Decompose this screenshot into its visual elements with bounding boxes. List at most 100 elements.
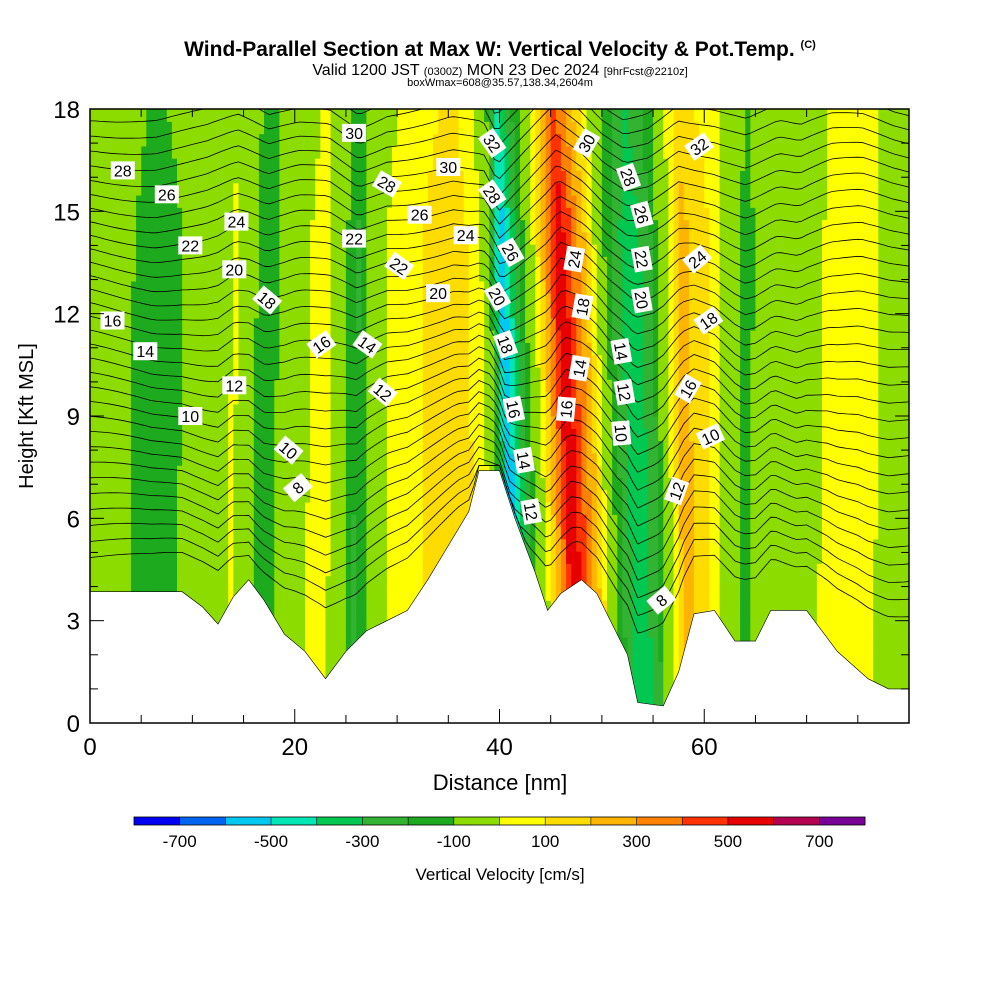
w-cell: [299, 366, 306, 380]
w-cell: [392, 477, 398, 491]
w-cell: [315, 501, 321, 515]
w-cell: [458, 366, 465, 380]
w-cell: [586, 501, 593, 515]
w-cell: [141, 268, 147, 282]
w-cell: [207, 514, 214, 528]
w-cell: [269, 587, 275, 601]
w-cell: [136, 256, 142, 270]
w-cell: [212, 514, 219, 528]
w-cell: [545, 440, 552, 454]
w-cell: [412, 416, 419, 429]
w-cell: [217, 416, 224, 429]
w-cell: [90, 526, 96, 540]
w-cell: [320, 514, 327, 528]
w-cell: [223, 428, 229, 442]
w-cell: [258, 575, 265, 589]
w-cell: [345, 538, 352, 552]
w-cell: [566, 428, 572, 442]
w-cell: [376, 526, 383, 540]
w-cell: [345, 489, 352, 503]
w-cell: [340, 624, 347, 638]
w-cell: [310, 551, 316, 564]
w-cell: [392, 244, 398, 257]
w-cell: [289, 158, 296, 171]
w-cell: [479, 194, 485, 208]
w-cell: [146, 563, 153, 577]
w-cell: [417, 158, 424, 171]
w-cell: [228, 170, 234, 184]
w-cell: [335, 293, 342, 307]
w-cell: [340, 305, 347, 319]
w-cell: [407, 551, 414, 564]
w-cell: [187, 109, 193, 110]
w-cell: [223, 158, 229, 171]
w-cell: [535, 526, 542, 540]
w-cell: [171, 391, 178, 405]
w-cell: [397, 477, 403, 491]
w-cell: [228, 526, 234, 540]
w-cell: [371, 194, 378, 208]
w-cell: [299, 317, 306, 331]
w-cell: [320, 501, 327, 515]
w-cell: [340, 538, 347, 552]
w-cell: [325, 379, 332, 393]
w-cell: [412, 563, 419, 577]
w-cell: [233, 133, 240, 147]
w-cell: [392, 526, 398, 540]
w-cell: [136, 465, 142, 478]
w-cell: [535, 465, 542, 478]
w-cell: [161, 121, 168, 135]
w-cell: [550, 109, 557, 122]
w-cell: [136, 317, 142, 331]
w-cell: [438, 268, 444, 282]
w-cell: [279, 416, 286, 429]
w-cell: [192, 256, 199, 270]
w-cell: [161, 256, 168, 270]
w-cell: [207, 452, 214, 466]
w-cell: [586, 538, 593, 552]
w-cell: [479, 354, 485, 368]
w-cell: [392, 109, 398, 110]
w-cell: [356, 538, 362, 552]
w-cell: [223, 551, 229, 564]
w-cell: [376, 305, 383, 319]
w-cell: [351, 526, 357, 540]
w-cell: [366, 575, 373, 589]
w-cell: [555, 317, 562, 331]
w-cell: [397, 452, 403, 466]
w-cell: [555, 342, 562, 356]
w-cell: [105, 244, 112, 257]
w-cell: [468, 465, 475, 478]
w-cell: [525, 477, 531, 491]
w-cell: [177, 109, 183, 122]
w-cell: [540, 403, 547, 417]
w-cell: [320, 133, 327, 147]
w-cell: [402, 416, 408, 429]
w-cell: [381, 465, 388, 478]
w-cell: [458, 403, 465, 417]
w-cell: [130, 526, 137, 540]
w-cell: [499, 268, 506, 282]
w-cell: [438, 145, 444, 159]
w-cell: [171, 514, 178, 528]
w-cell: [284, 563, 291, 577]
w-cell: [581, 231, 588, 245]
w-cell: [417, 342, 424, 356]
w-cell: [110, 182, 117, 196]
w-cell: [233, 428, 240, 442]
w-cell: [443, 244, 449, 257]
w-cell: [550, 133, 557, 147]
w-cell: [351, 624, 357, 638]
w-cell: [489, 158, 495, 171]
w-cell: [171, 244, 178, 257]
w-cell: [530, 403, 536, 417]
w-cell: [310, 624, 316, 638]
w-cell: [463, 207, 470, 221]
w-cell: [519, 158, 526, 171]
w-cell: [381, 489, 388, 503]
w-cell: [115, 293, 122, 307]
w-cell: [146, 109, 153, 122]
w-cell: [217, 182, 224, 196]
w-cell: [545, 501, 552, 515]
w-cell: [443, 416, 449, 429]
